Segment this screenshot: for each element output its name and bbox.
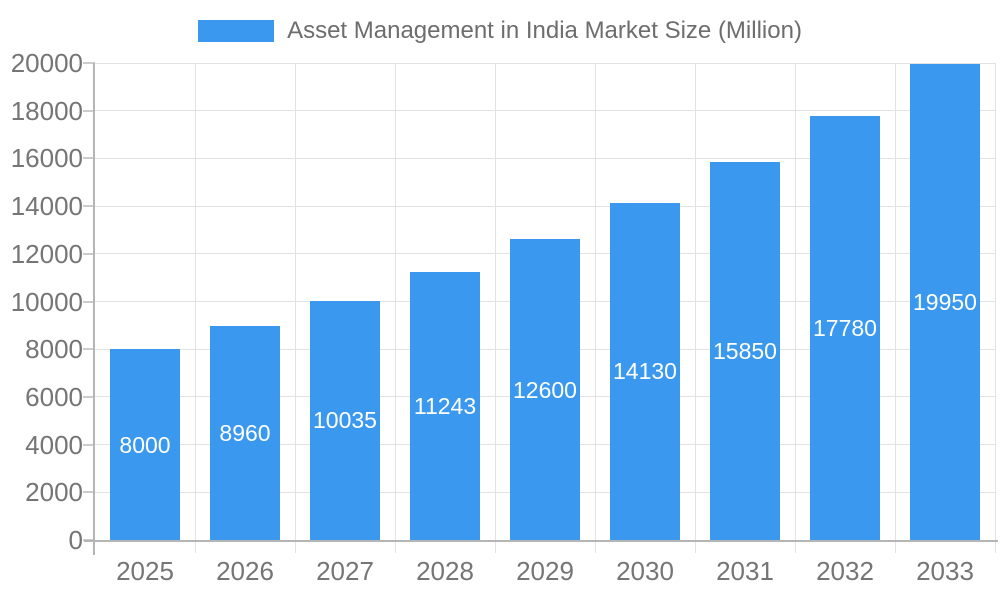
- y-axis-tick: [83, 395, 95, 398]
- x-axis-label: 2031: [716, 556, 774, 586]
- x-axis-label: 2029: [516, 556, 574, 586]
- y-axis-label: 6000: [25, 381, 83, 412]
- y-axis-label: 16000: [10, 143, 83, 174]
- legend-swatch: [198, 20, 275, 42]
- y-axis-tick: [83, 252, 95, 255]
- legend[interactable]: Asset Management in India Market Size (M…: [0, 14, 1000, 48]
- y-axis-label: 4000: [25, 429, 83, 460]
- y-axis-tick: [83, 491, 95, 494]
- y-axis-tick: [83, 205, 95, 208]
- bar-value-label: 19950: [913, 289, 977, 316]
- x-axis-label: 2033: [916, 556, 974, 586]
- y-axis-tick: [83, 443, 95, 446]
- y-axis-label: 18000: [10, 95, 83, 126]
- y-axis-label: 0: [68, 525, 83, 555]
- x-axis-tick: [194, 542, 196, 553]
- y-axis-tick: [83, 62, 95, 64]
- y-axis-label: 10000: [10, 286, 83, 317]
- x-axis-tick: [294, 542, 296, 553]
- gridline-vertical: [594, 63, 596, 540]
- x-axis-tick: [894, 542, 896, 553]
- legend-label: Asset Management in India Market Size (M…: [287, 17, 802, 44]
- bar-value-label: 15850: [713, 337, 777, 364]
- gridline-vertical: [394, 63, 396, 540]
- x-axis-tick: [494, 542, 496, 553]
- x-axis-tick: [794, 542, 796, 553]
- bar: 8000: [110, 349, 180, 540]
- gridline-vertical: [994, 63, 996, 540]
- bar-value-label: 10035: [313, 407, 377, 434]
- gridline-horizontal: [95, 157, 995, 159]
- gridline-horizontal: [95, 62, 995, 64]
- x-axis-label: 2028: [416, 556, 474, 586]
- x-axis-label: 2030: [616, 556, 674, 586]
- bar: 11243: [410, 271, 480, 540]
- y-axis-label: 14000: [10, 191, 83, 222]
- y-axis-tick: [83, 300, 95, 303]
- x-axis-tick: [994, 542, 996, 553]
- y-axis-label: 12000: [10, 238, 83, 269]
- x-axis-tick: [394, 542, 396, 553]
- bar: 8960: [210, 326, 280, 540]
- x-axis-line: [84, 540, 998, 542]
- y-axis-label: 20000: [10, 48, 83, 78]
- gridline-vertical: [194, 63, 196, 540]
- bar: 14130: [610, 202, 680, 540]
- gridline-vertical: [494, 63, 496, 540]
- y-axis-tick: [83, 109, 95, 112]
- gridline-vertical: [794, 63, 796, 540]
- bar-value-label: 11243: [413, 392, 477, 419]
- bar: 17780: [810, 115, 880, 540]
- bar: 15850: [710, 161, 780, 540]
- x-axis-label: 2027: [316, 556, 374, 586]
- x-axis-label: 2032: [816, 556, 874, 586]
- bar-value-label: 8000: [119, 431, 171, 458]
- x-axis-tick: [694, 542, 696, 553]
- bar: 12600: [510, 239, 580, 540]
- gridline-horizontal: [95, 110, 995, 112]
- y-axis-label: 8000: [25, 334, 83, 365]
- y-axis-tick: [83, 348, 95, 351]
- plot-area: 0 2000 4000 6000 8000 10000 12000 14000 16000 180…: [11, 48, 998, 586]
- bar: 19950: [910, 64, 980, 540]
- x-axis-label: 2025: [116, 556, 174, 586]
- bar-value-label: 14130: [613, 358, 677, 385]
- bar-value-label: 17780: [813, 314, 877, 341]
- gridline-horizontal: [95, 205, 995, 207]
- gridline-vertical: [894, 63, 896, 540]
- bar: 10035: [310, 300, 380, 540]
- x-axis-label: 2026: [216, 556, 274, 586]
- y-axis-line: [93, 63, 95, 555]
- x-axis-tick: [594, 542, 596, 553]
- bar-value-label: 8960: [219, 420, 271, 447]
- bar-value-label: 12600: [513, 376, 577, 403]
- gridline-vertical: [694, 63, 696, 540]
- gridline-vertical: [294, 63, 296, 540]
- y-axis-label: 2000: [25, 477, 83, 508]
- y-axis-tick: [83, 157, 95, 160]
